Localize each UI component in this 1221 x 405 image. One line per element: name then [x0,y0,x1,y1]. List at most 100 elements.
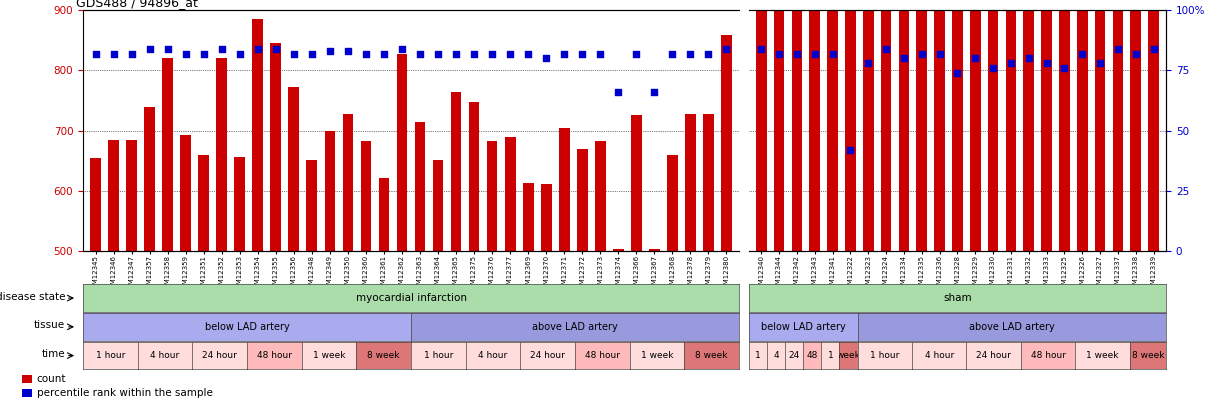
Text: percentile rank within the sample: percentile rank within the sample [37,388,212,398]
Bar [198,155,209,251]
Bar [559,128,569,251]
Bar [685,114,696,251]
Text: 48: 48 [807,351,818,360]
Text: 1 hour: 1 hour [424,351,453,360]
Bar [360,141,371,251]
Bar [22,389,32,397]
Bar [343,114,353,251]
Point [266,45,286,52]
Bar [504,136,515,251]
Bar [791,0,802,251]
Point [751,45,770,52]
Bar [934,0,945,251]
Bar [969,0,980,251]
Point [912,50,932,57]
Text: 1 week: 1 week [1087,351,1118,360]
Bar [144,107,155,251]
Bar [1112,0,1123,251]
Point [320,48,339,54]
Bar [181,135,192,251]
Point [698,50,718,57]
Bar [863,0,873,251]
Point [357,50,376,57]
Text: above LAD artery: above LAD artery [969,322,1055,332]
Text: 1 week: 1 week [641,351,673,360]
Bar [541,183,552,251]
Text: below LAD artery: below LAD artery [761,322,846,332]
Bar [899,0,910,251]
Point [140,45,160,52]
Bar [90,158,101,251]
Text: myocardial infarction: myocardial infarction [355,293,466,303]
Point [85,50,105,57]
Bar [216,58,227,251]
Text: count: count [37,374,66,384]
Point [122,50,142,57]
Text: 24 hour: 24 hour [203,351,237,360]
Text: 48 hour: 48 hour [1031,351,1066,360]
Bar [270,43,281,251]
Text: 1: 1 [828,351,833,360]
Text: 24 hour: 24 hour [977,351,1011,360]
Bar [469,102,480,251]
Point [464,50,484,57]
Bar [720,35,731,251]
Bar [917,0,927,251]
Text: 1 hour: 1 hour [871,351,900,360]
Point [626,50,646,57]
Point [194,50,214,57]
Bar [576,149,587,251]
Text: 8 week: 8 week [368,351,400,360]
Text: disease state: disease state [0,292,65,302]
Bar [162,58,173,251]
Text: tissue: tissue [34,320,65,330]
Point [680,50,700,57]
Point [823,50,842,57]
Point [1144,45,1164,52]
Point [769,50,789,57]
Point [1037,60,1056,66]
Point [302,50,321,57]
Bar [1042,0,1053,251]
Point [212,45,232,52]
Point [894,55,913,62]
Point [482,50,502,57]
Point [554,50,574,57]
Text: 48 hour: 48 hour [256,351,292,360]
Bar [379,178,389,251]
Point [947,70,967,76]
Point [447,50,466,57]
Bar [648,249,659,251]
Point [983,65,1002,71]
Bar [703,114,714,251]
Point [392,45,411,52]
Bar [1131,0,1142,251]
Point [966,55,985,62]
Text: GDS488 / 94896_at: GDS488 / 94896_at [77,0,198,9]
Bar [988,0,999,251]
Text: 4 hour: 4 hour [150,351,179,360]
Point [1090,60,1110,66]
Text: 4 hour: 4 hour [479,351,508,360]
Point [805,50,824,57]
Bar [451,92,462,251]
Point [663,50,683,57]
Bar [631,115,642,251]
Text: 1 hour: 1 hour [95,351,125,360]
Bar [1059,0,1070,251]
Point [608,89,628,95]
Bar [306,160,317,251]
Text: 24: 24 [789,351,800,360]
Bar [774,0,784,251]
Text: 1: 1 [755,351,761,360]
Bar [1095,0,1105,251]
Bar [827,0,838,251]
Bar [613,249,624,251]
Point [284,50,304,57]
Text: week: week [836,351,861,360]
Point [788,50,807,57]
Bar [397,54,408,251]
Bar [1148,0,1159,251]
Point [1020,55,1039,62]
Point [858,60,878,66]
